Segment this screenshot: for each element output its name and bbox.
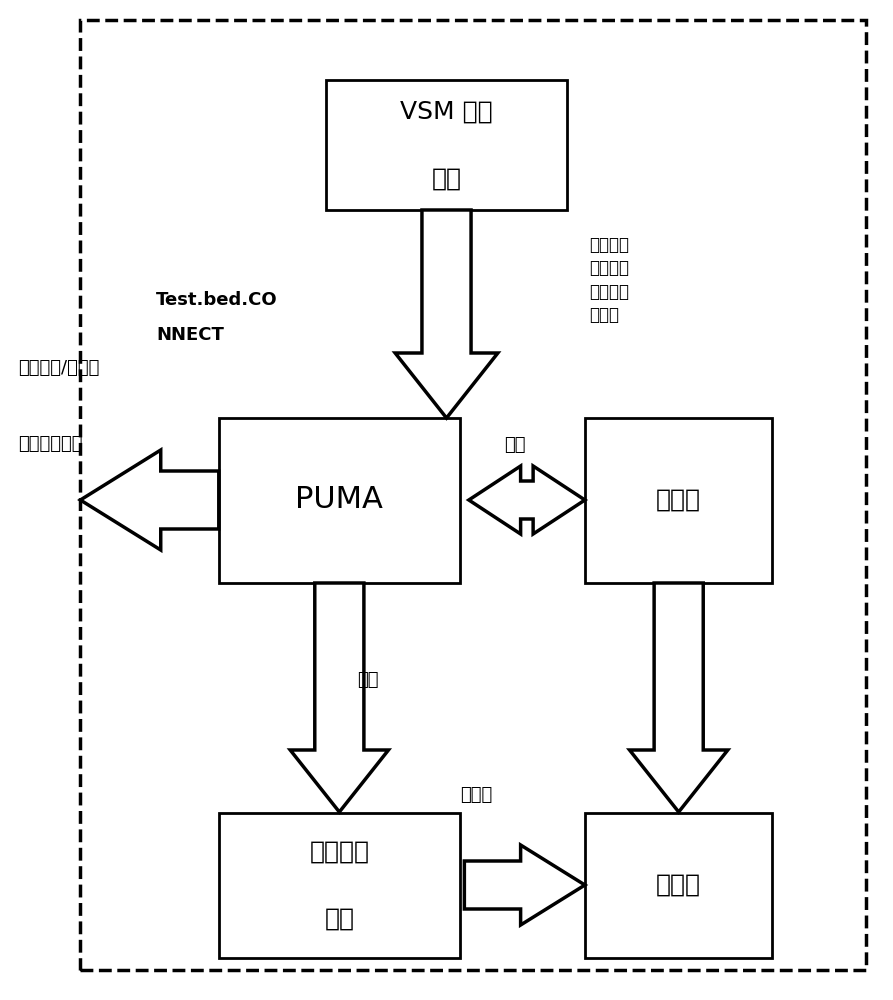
Text: 目标车速/目标后: 目标车速/目标后 — [18, 359, 99, 377]
Polygon shape — [585, 418, 772, 582]
Text: 转速: 转速 — [505, 436, 526, 454]
Polygon shape — [326, 80, 567, 210]
Polygon shape — [469, 466, 585, 534]
Polygon shape — [219, 418, 460, 582]
Text: 油门控制

模块: 油门控制 模块 — [309, 840, 370, 930]
Polygon shape — [219, 812, 460, 958]
Text: 模拟信: 模拟信 — [460, 786, 492, 804]
Polygon shape — [585, 812, 772, 958]
Polygon shape — [464, 845, 585, 925]
Text: NNECT: NNECT — [156, 326, 224, 344]
Text: 扭矩: 扭矩 — [357, 671, 379, 689]
Polygon shape — [290, 583, 388, 812]
Polygon shape — [630, 583, 728, 812]
Text: 发动机: 发动机 — [656, 873, 701, 897]
Text: Test.bed.CO: Test.bed.CO — [156, 291, 278, 309]
Text: 处理排气温度: 处理排气温度 — [18, 435, 82, 453]
Text: 计算发动
机转速、
扭矩、目
标车速: 计算发动 机转速、 扭矩、目 标车速 — [589, 236, 630, 324]
Polygon shape — [396, 210, 498, 418]
Text: PUMA: PUMA — [296, 486, 383, 514]
Text: 测功机: 测功机 — [656, 488, 701, 512]
Text: VSM 车辆

模型: VSM 车辆 模型 — [400, 100, 493, 190]
Polygon shape — [80, 450, 219, 550]
